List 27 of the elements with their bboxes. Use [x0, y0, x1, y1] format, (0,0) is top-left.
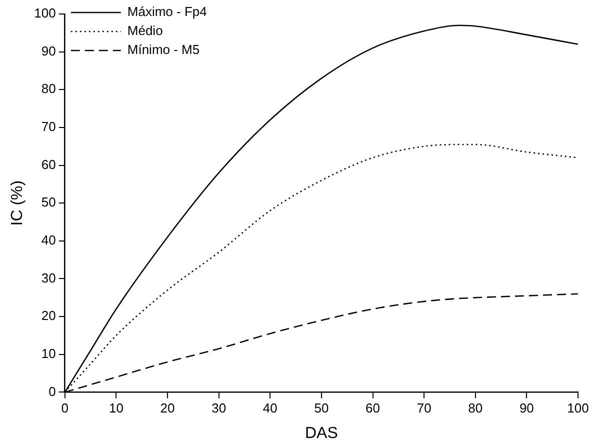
y-tick-label: 90 [41, 43, 56, 58]
x-tick-label: 30 [212, 400, 226, 416]
x-tick-label: 90 [519, 400, 534, 416]
x-tick-label: 0 [61, 400, 69, 416]
y-tick-label: 40 [41, 232, 56, 248]
y-tick-label: 20 [41, 308, 56, 324]
y-tick-label: 0 [48, 384, 56, 399]
x-axis-title: DAS [304, 424, 338, 442]
y-tick-label: 100 [34, 6, 56, 21]
x-tick-label: 80 [468, 400, 483, 416]
y-tick-label: 60 [41, 156, 56, 172]
x-tick-label: 20 [160, 400, 175, 416]
legend-label: Mínimo - M5 [127, 42, 200, 58]
x-tick-label: 40 [262, 400, 278, 416]
x-tick-label: 10 [108, 400, 124, 416]
x-tick-label: 50 [314, 400, 329, 416]
x-tick-label: 70 [416, 400, 432, 416]
legend-label: Médio [127, 23, 163, 38]
y-tick-label: 10 [41, 346, 56, 361]
y-tick-label: 50 [41, 194, 56, 210]
y-axis-title: IC (%) [9, 180, 26, 226]
y-tick-label: 70 [41, 119, 56, 134]
legend-label: Máximo - Fp4 [127, 4, 207, 20]
y-tick-label: 80 [41, 81, 56, 96]
x-tick-label: 100 [567, 400, 589, 416]
x-tick-label: 60 [366, 400, 380, 416]
y-tick-label: 30 [41, 270, 56, 286]
